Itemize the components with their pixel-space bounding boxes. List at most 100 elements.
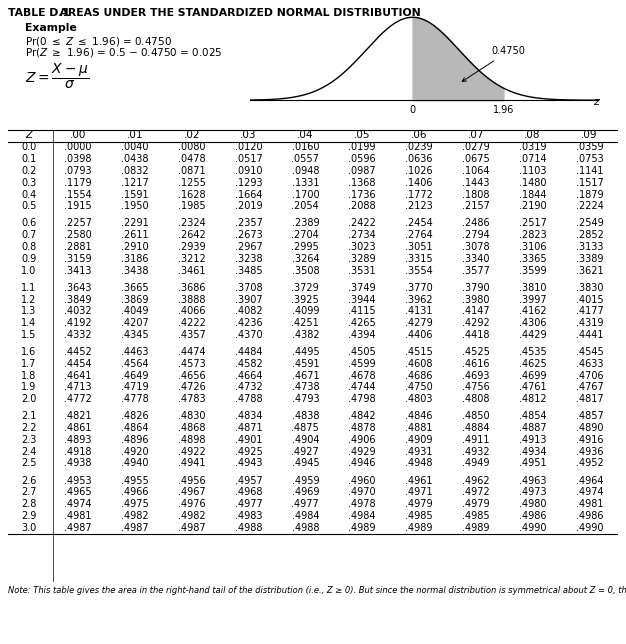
Text: .4932: .4932	[462, 447, 490, 457]
Text: 0.5: 0.5	[21, 202, 36, 211]
Text: .0793: .0793	[64, 166, 92, 176]
Text: .4664: .4664	[235, 370, 262, 381]
Text: .4904: .4904	[292, 435, 319, 445]
Text: .4887: .4887	[519, 423, 546, 433]
Text: .0040: .0040	[121, 142, 148, 153]
Text: $Z = \dfrac{X - \mu}{\sigma}$: $Z = \dfrac{X - \mu}{\sigma}$	[25, 61, 90, 91]
Text: .2123: .2123	[405, 202, 433, 211]
Text: .1700: .1700	[292, 189, 319, 200]
Text: .1406: .1406	[405, 178, 433, 188]
Text: .0675: .0675	[462, 154, 490, 164]
Text: .1217: .1217	[121, 178, 149, 188]
Text: 2.3: 2.3	[21, 435, 36, 445]
Text: .4989: .4989	[405, 523, 433, 533]
Text: .4738: .4738	[292, 383, 319, 392]
Text: .4949: .4949	[462, 459, 490, 468]
Text: .4838: .4838	[292, 412, 319, 421]
Text: .3289: .3289	[348, 254, 376, 264]
Text: .0319: .0319	[519, 142, 546, 153]
Text: .4983: .4983	[235, 511, 262, 521]
Text: .3997: .3997	[519, 294, 546, 305]
Text: .4981: .4981	[576, 499, 603, 509]
Text: .2357: .2357	[235, 218, 262, 229]
Text: 0.1: 0.1	[21, 154, 36, 164]
Text: .05: .05	[354, 129, 371, 140]
Text: .2967: .2967	[235, 242, 262, 252]
Text: .0948: .0948	[292, 166, 319, 176]
Text: .4803: .4803	[405, 394, 433, 404]
Text: 0.7: 0.7	[21, 231, 36, 240]
Text: .4306: .4306	[519, 318, 546, 328]
Text: .4943: .4943	[235, 459, 262, 468]
Text: .1293: .1293	[235, 178, 262, 188]
Text: .4474: .4474	[178, 347, 205, 357]
Text: .1443: .1443	[462, 178, 490, 188]
Text: .4357: .4357	[178, 330, 205, 340]
Text: .3869: .3869	[121, 294, 148, 305]
Text: .4962: .4962	[462, 475, 490, 486]
Text: 3.0: 3.0	[21, 523, 36, 533]
Text: .4535: .4535	[519, 347, 546, 357]
Text: .4909: .4909	[405, 435, 433, 445]
Text: .2224: .2224	[575, 202, 603, 211]
Text: .4985: .4985	[462, 511, 490, 521]
Text: .4406: .4406	[405, 330, 433, 340]
Text: .4990: .4990	[519, 523, 546, 533]
Text: .4693: .4693	[462, 370, 490, 381]
Text: .4972: .4972	[462, 488, 490, 497]
Text: .4989: .4989	[349, 523, 376, 533]
Text: .2704: .2704	[292, 231, 319, 240]
Text: .4931: .4931	[405, 447, 433, 457]
Text: .3186: .3186	[121, 254, 148, 264]
Text: .4890: .4890	[576, 423, 603, 433]
Text: .2823: .2823	[519, 231, 546, 240]
Text: .4649: .4649	[121, 370, 148, 381]
Text: .1844: .1844	[519, 189, 546, 200]
Text: .4082: .4082	[235, 307, 262, 316]
Text: .4857: .4857	[575, 412, 603, 421]
Text: 2.2: 2.2	[21, 423, 36, 433]
Text: .4990: .4990	[576, 523, 603, 533]
Text: .4850: .4850	[462, 412, 490, 421]
Text: .2291: .2291	[121, 218, 149, 229]
Text: .2642: .2642	[178, 231, 205, 240]
Text: .4817: .4817	[576, 394, 603, 404]
Text: .2910: .2910	[121, 242, 148, 252]
Text: .4671: .4671	[292, 370, 319, 381]
Text: .0910: .0910	[235, 166, 262, 176]
Text: .4591: .4591	[292, 359, 319, 369]
Text: .4936: .4936	[576, 447, 603, 457]
Text: .4986: .4986	[519, 511, 546, 521]
Text: .4545: .4545	[575, 347, 603, 357]
Text: .3577: .3577	[462, 266, 490, 276]
Text: .4812: .4812	[519, 394, 546, 404]
Text: .4495: .4495	[292, 347, 319, 357]
Text: .3708: .3708	[235, 283, 262, 293]
Text: .2734: .2734	[348, 231, 376, 240]
Text: .4941: .4941	[178, 459, 205, 468]
Text: .3106: .3106	[519, 242, 546, 252]
Text: .4582: .4582	[235, 359, 262, 369]
Text: .4846: .4846	[405, 412, 433, 421]
Text: .2257: .2257	[64, 218, 92, 229]
Text: .03: .03	[240, 129, 257, 140]
Text: .2794: .2794	[462, 231, 490, 240]
Text: .4911: .4911	[462, 435, 490, 445]
Text: .3665: .3665	[121, 283, 148, 293]
Text: .4131: .4131	[405, 307, 433, 316]
Text: .4974: .4974	[64, 499, 92, 509]
Text: .4394: .4394	[349, 330, 376, 340]
Text: .06: .06	[411, 129, 427, 140]
Text: .1664: .1664	[235, 189, 262, 200]
Text: .4452: .4452	[64, 347, 92, 357]
Text: .4986: .4986	[576, 511, 603, 521]
Text: .2157: .2157	[462, 202, 490, 211]
Text: 0.2: 0.2	[21, 166, 36, 176]
Text: .4418: .4418	[462, 330, 490, 340]
Text: .4706: .4706	[576, 370, 603, 381]
Text: .4975: .4975	[121, 499, 149, 509]
Text: .4761: .4761	[519, 383, 546, 392]
Text: .4641: .4641	[64, 370, 92, 381]
Text: 1.4: 1.4	[21, 318, 36, 328]
Text: .4115: .4115	[348, 307, 376, 316]
